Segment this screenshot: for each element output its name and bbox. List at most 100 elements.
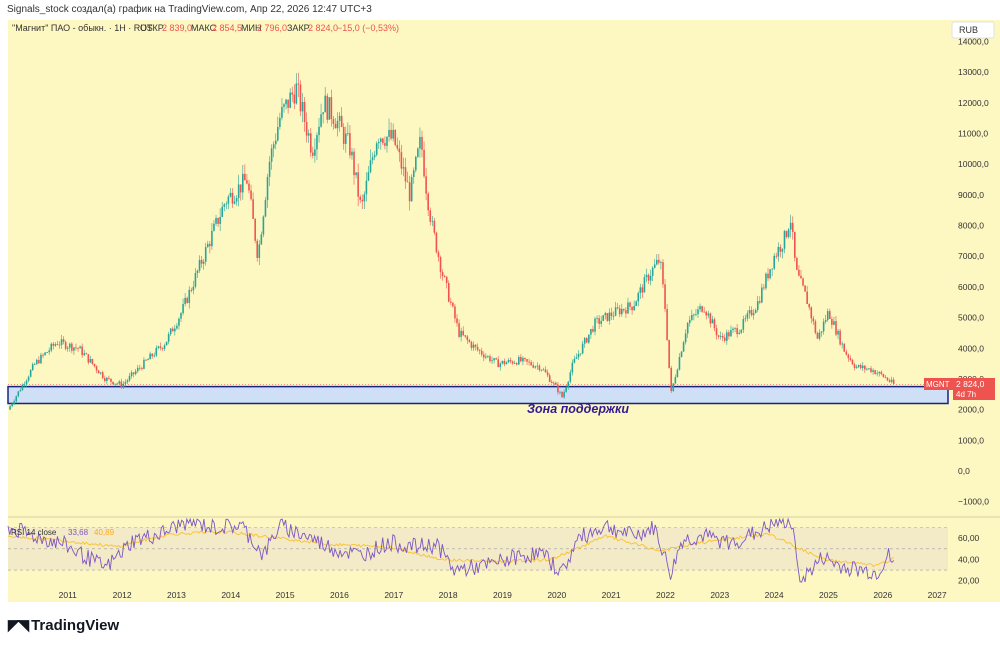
- candle-body: [672, 383, 674, 391]
- candle-body: [357, 172, 359, 196]
- candle-body: [26, 381, 28, 385]
- candle-body: [316, 135, 318, 149]
- candle-body: [804, 286, 806, 292]
- time-axis-label: 2018: [439, 590, 458, 600]
- candle-body: [537, 366, 539, 367]
- candle-body: [695, 314, 697, 315]
- chart-area[interactable]: −1000,00,01000,02000,03000,04000,05000,0…: [0, 0, 1000, 645]
- candle-body: [13, 401, 15, 404]
- candle-body: [668, 340, 670, 368]
- candle-body: [155, 348, 157, 356]
- candle-body: [277, 127, 279, 141]
- time-axis-label: 2016: [330, 590, 349, 600]
- candle-body: [125, 382, 127, 384]
- candle-body: [129, 376, 131, 380]
- candle-body: [557, 385, 559, 393]
- candle-body: [642, 287, 644, 292]
- candle-body: [223, 204, 225, 206]
- time-axis-label: 2017: [384, 590, 403, 600]
- candle-body: [335, 124, 337, 128]
- candle-body: [24, 385, 26, 386]
- candle-body: [714, 319, 716, 328]
- candle-body: [376, 143, 378, 155]
- candle-body: [569, 372, 571, 381]
- currency-label: RUB: [959, 25, 978, 35]
- candle-body: [203, 262, 205, 264]
- candle-body: [343, 127, 345, 144]
- candle-body: [553, 383, 555, 384]
- candle-body: [852, 360, 854, 364]
- time-axis-label: 2015: [276, 590, 295, 600]
- time-axis-label: 2025: [819, 590, 838, 600]
- price-axis-label: 10000,0: [958, 159, 989, 169]
- price-axis-label: 13000,0: [958, 67, 989, 77]
- candle-body: [368, 172, 370, 181]
- candle-body: [891, 380, 893, 382]
- candle-body: [761, 288, 763, 303]
- candle-body: [172, 329, 174, 332]
- candle-body: [716, 328, 718, 335]
- candle-body: [116, 384, 118, 385]
- candle-body: [697, 309, 699, 314]
- candle-body: [753, 313, 755, 315]
- candle-body: [483, 355, 485, 358]
- candle-body: [195, 273, 197, 287]
- candle-body: [565, 387, 567, 392]
- candle-body: [271, 148, 273, 161]
- time-axis-label: 2014: [221, 590, 240, 600]
- candle-body: [726, 332, 728, 341]
- candle-body: [623, 309, 625, 310]
- candle-body: [401, 152, 403, 168]
- candle-body: [186, 298, 188, 303]
- candle-body: [854, 364, 856, 368]
- candle-body: [514, 363, 516, 364]
- price-axis-label: 4000,0: [958, 343, 984, 353]
- candle-body: [491, 360, 493, 361]
- candle-body: [40, 355, 42, 363]
- candle-body: [887, 378, 889, 381]
- candle-body: [685, 334, 687, 343]
- candle-body: [677, 370, 679, 378]
- candle-body: [191, 290, 193, 291]
- candle-body: [862, 366, 864, 368]
- candle-body: [627, 302, 629, 313]
- candle-body: [508, 360, 510, 362]
- candle-body: [213, 224, 215, 231]
- candle-body: [843, 344, 845, 352]
- candle-body: [656, 260, 658, 265]
- candle-body: [563, 392, 565, 397]
- tradingview-logo[interactable]: ◤◥ TradingView: [8, 616, 119, 634]
- candle-body: [160, 346, 162, 347]
- tradingview-logo-icon: ◤◥: [8, 616, 27, 634]
- candle-body: [184, 298, 186, 304]
- time-axis-label: 2011: [59, 590, 78, 600]
- candle-body: [246, 180, 248, 183]
- candle-body: [817, 333, 819, 339]
- candle-body: [469, 340, 471, 342]
- candle-body: [326, 96, 328, 120]
- candle-body: [460, 331, 462, 337]
- candle-body: [135, 371, 137, 374]
- candle-body: [701, 306, 703, 312]
- candle-body: [244, 174, 246, 180]
- candle-body: [201, 260, 203, 264]
- candle-body: [868, 368, 870, 369]
- candle-body: [693, 315, 695, 316]
- candle-body: [215, 218, 217, 224]
- candle-body: [712, 319, 714, 323]
- candle-body: [114, 384, 116, 385]
- candle-body: [182, 304, 184, 313]
- candle-body: [240, 184, 242, 192]
- candle-body: [329, 97, 331, 120]
- candle-body: [592, 329, 594, 332]
- candle-body: [703, 312, 705, 313]
- candle-body: [493, 358, 495, 360]
- candle-body: [829, 311, 831, 319]
- candle-body: [654, 264, 656, 267]
- candle-body: [534, 366, 536, 367]
- candle-body: [782, 249, 784, 252]
- candle-body: [94, 364, 96, 366]
- candle-body: [17, 391, 19, 396]
- price-axis-label: 12000,0: [958, 98, 989, 108]
- candle-body: [611, 313, 613, 316]
